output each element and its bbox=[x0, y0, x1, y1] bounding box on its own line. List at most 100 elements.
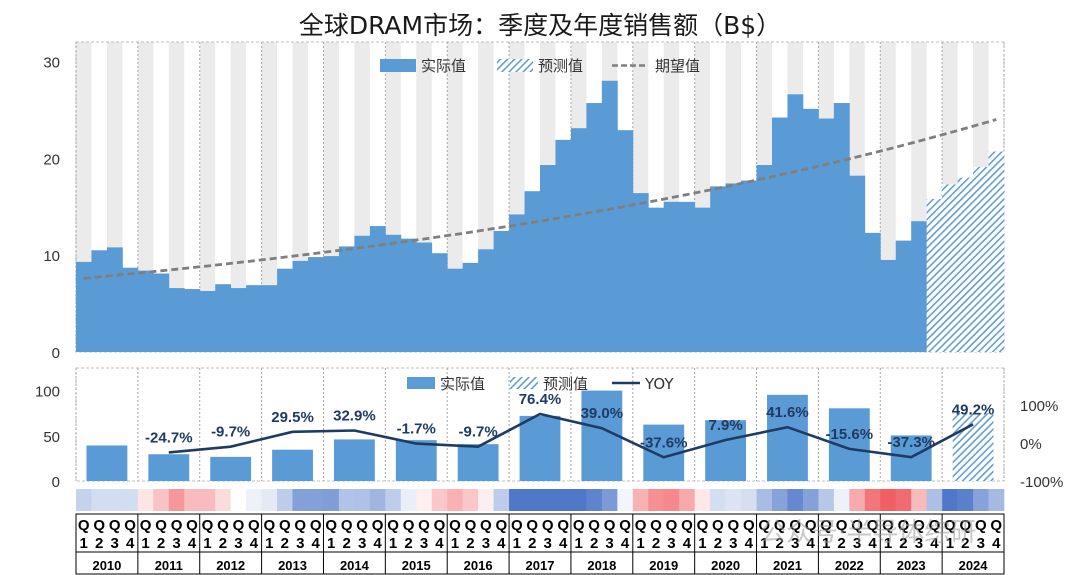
quarter-bar-actual bbox=[478, 249, 494, 352]
quarter-bar-actual bbox=[153, 273, 170, 352]
quarter-prefix: Q bbox=[356, 517, 368, 534]
quarter-bar-actual bbox=[911, 221, 928, 352]
quarter-number: 2 bbox=[899, 535, 907, 552]
quarter-prefix: Q bbox=[403, 517, 415, 534]
heat-cell bbox=[308, 489, 324, 511]
quarter-number: 4 bbox=[992, 535, 1001, 552]
legend-expected-label: 期望值 bbox=[655, 57, 700, 75]
top-stripe bbox=[168, 42, 185, 352]
quarter-prefix: Q bbox=[263, 517, 275, 534]
quarter-prefix: Q bbox=[434, 517, 446, 534]
heat-cell bbox=[153, 489, 170, 511]
chart-title: 全球DRAM市场：季度及年度销售额（B$） bbox=[299, 11, 781, 40]
annual-bar-actual bbox=[767, 394, 808, 481]
heat-cell bbox=[493, 489, 510, 511]
yoy-data-label: -24.7% bbox=[145, 429, 193, 446]
heat-cell bbox=[76, 489, 92, 511]
quarter-number: 4 bbox=[250, 535, 259, 552]
quarter-prefix: Q bbox=[557, 517, 569, 534]
year-label: 2018 bbox=[587, 558, 616, 573]
heat-cell bbox=[431, 489, 448, 511]
quarter-number: 1 bbox=[203, 535, 211, 552]
quarter-number: 3 bbox=[977, 535, 985, 552]
y-tick-label: 0 bbox=[52, 345, 60, 362]
heat-cell bbox=[802, 489, 819, 511]
quarter-prefix: Q bbox=[202, 517, 214, 534]
quarter-number: 1 bbox=[141, 535, 149, 552]
yoy-polyline bbox=[168, 412, 974, 459]
legend-actual-label: 实际值 bbox=[440, 375, 485, 393]
quarter-prefix: Q bbox=[372, 517, 384, 534]
quarter-prefix: Q bbox=[140, 517, 152, 534]
legend-forecast-swatch bbox=[510, 377, 538, 389]
quarter-number: 4 bbox=[683, 535, 692, 552]
quarter-number: 2 bbox=[837, 535, 845, 552]
heat-cell bbox=[663, 489, 680, 511]
quarter-bar-actual bbox=[416, 242, 433, 352]
quarter-number: 2 bbox=[342, 535, 350, 552]
quarter-bar-actual bbox=[880, 259, 897, 352]
yoy-data-label: -15.6% bbox=[826, 426, 874, 443]
quarter-number: 3 bbox=[667, 535, 675, 552]
quarter-number: 1 bbox=[636, 535, 644, 552]
annual-bar-actual bbox=[210, 456, 252, 481]
quarter-bar-forecast bbox=[957, 177, 974, 352]
quarter-bar-actual bbox=[354, 235, 371, 352]
annual-bar-actual bbox=[272, 449, 313, 481]
heat-cell bbox=[215, 489, 231, 511]
quarter-bar-actual bbox=[632, 193, 649, 352]
quarter-number: 2 bbox=[95, 535, 103, 552]
heat-cell bbox=[818, 489, 835, 511]
yoy-data-label: 29.5% bbox=[271, 409, 314, 426]
quarter-number: 1 bbox=[513, 535, 521, 552]
heat-cell bbox=[400, 489, 417, 511]
year-label: 2019 bbox=[649, 558, 678, 573]
yoy-tick-label: 0% bbox=[1020, 436, 1042, 453]
quarter-prefix: Q bbox=[836, 517, 848, 534]
quarter-number: 1 bbox=[884, 535, 892, 552]
quarter-bar-actual bbox=[122, 267, 139, 352]
quarter-prefix: Q bbox=[93, 517, 105, 534]
annual-bar-actual bbox=[519, 415, 561, 481]
quarter-prefix: Q bbox=[341, 517, 353, 534]
quarter-number: 1 bbox=[946, 535, 954, 552]
quarter-bar-actual bbox=[601, 80, 618, 352]
quarter-bar-actual bbox=[679, 201, 696, 352]
quarter-bar-actual bbox=[199, 290, 216, 352]
quarter-bar-actual bbox=[277, 268, 293, 352]
heat-cell bbox=[787, 489, 804, 511]
top-stripe bbox=[199, 42, 216, 352]
heat-cell bbox=[570, 489, 587, 511]
heat-cell bbox=[617, 489, 634, 511]
quarter-prefix: Q bbox=[217, 517, 229, 534]
quarter-bar-actual bbox=[230, 288, 247, 352]
annual-bar-actual bbox=[86, 445, 128, 481]
quarter-prefix: Q bbox=[959, 517, 971, 534]
quarter-bar-actual bbox=[246, 285, 262, 352]
quarter-number: 4 bbox=[806, 535, 815, 552]
quarter-prefix: Q bbox=[526, 517, 538, 534]
yoy-data-label: 39.0% bbox=[581, 405, 624, 422]
quarter-bar-actual bbox=[741, 180, 757, 352]
quarter-bar-actual bbox=[509, 214, 525, 352]
yoy-data-label: -37.6% bbox=[640, 434, 688, 451]
quarter-bar-actual bbox=[184, 289, 201, 352]
expected-line bbox=[83, 118, 997, 280]
heat-cell bbox=[586, 489, 603, 511]
yoy-data-label: -37.3% bbox=[887, 434, 935, 451]
quarter-bar-actual bbox=[617, 130, 634, 352]
heat-cell bbox=[973, 489, 989, 511]
quarter-prefix: Q bbox=[279, 517, 291, 534]
quarter-bar-actual bbox=[323, 256, 340, 352]
quarter-bar-forecast bbox=[988, 151, 1005, 352]
quarter-prefix: Q bbox=[867, 517, 879, 534]
year-label: 2012 bbox=[216, 558, 245, 573]
quarter-number: 1 bbox=[451, 535, 459, 552]
quarter-bar-actual bbox=[555, 139, 572, 352]
quarter-number: 2 bbox=[776, 535, 784, 552]
quarter-bar-actual bbox=[431, 253, 448, 352]
quarter-bar-actual bbox=[818, 118, 835, 352]
quarter-number: 4 bbox=[435, 535, 444, 552]
heat-cell bbox=[880, 489, 897, 511]
quarter-number: 3 bbox=[358, 535, 366, 552]
